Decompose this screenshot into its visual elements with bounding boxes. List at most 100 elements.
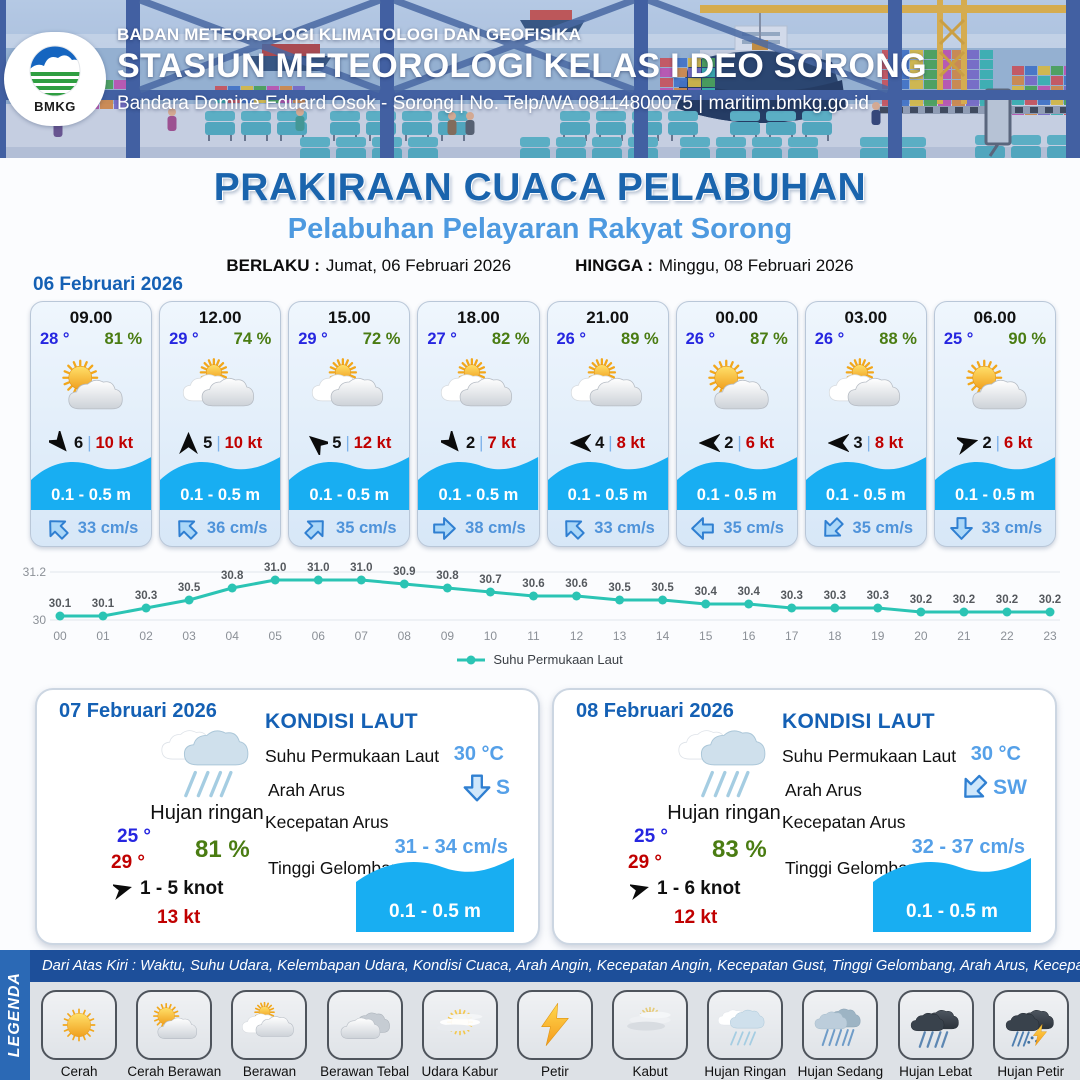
card-humidity: 88 % [879, 330, 917, 348]
legend-tile [707, 990, 784, 1060]
daily-summary-card: 08 Februari 2026 Hujan ringan 25 ° 29 ° … [552, 688, 1057, 945]
card-temperature: 26 ° [556, 330, 587, 348]
wave-height-band: 0.1 - 0.5 m [418, 452, 539, 510]
legend-label: Hujan Lebat [899, 1064, 972, 1079]
legend-tile [897, 990, 974, 1060]
svg-text:30.5: 30.5 [178, 582, 201, 594]
current-speed: 33 cm/s [981, 518, 1043, 537]
card-wind-row: 3 | 8 kt [806, 431, 926, 455]
svg-text:11: 11 [527, 629, 540, 643]
current-direction-icon [823, 516, 844, 537]
summary-condition: Hujan ringan [150, 802, 264, 824]
svg-text:06: 06 [312, 629, 326, 643]
sst-value: 30 °C [970, 743, 1021, 765]
card-time: 18.00 [457, 308, 500, 327]
svg-text:30.3: 30.3 [135, 590, 157, 602]
separator: | [216, 433, 221, 452]
wind-range: 1 - 5 knot [140, 878, 224, 899]
card-weather-icon [418, 350, 538, 430]
chart-legend: Suhu Permukaan Laut [0, 652, 1080, 667]
legend-tile [802, 990, 879, 1060]
svg-text:30.5: 30.5 [608, 582, 631, 594]
temp-max: 29 ° [111, 852, 146, 873]
forecast-card: 03.00 26 ° 88 % 3 | 8 kt 0.1 - 0.5 m 35 … [804, 301, 927, 547]
card-weather-icon [806, 350, 926, 430]
cerah-berawan-icon [707, 359, 769, 410]
cerah-icon [62, 1008, 96, 1042]
svg-text:03: 03 [182, 629, 196, 643]
legend-item: Cerah Berawan [127, 990, 222, 1079]
card-weather-icon [548, 350, 668, 430]
svg-text:31.0: 31.0 [264, 562, 286, 574]
window-frame [0, 0, 1080, 158]
card-temperature: 27 ° [427, 330, 457, 348]
wind-direction-icon [113, 883, 132, 900]
card-current-row: 38 cm/s [418, 510, 538, 546]
sea-conditions-title: KONDISI LAUT [782, 710, 935, 733]
svg-text:01: 01 [96, 629, 110, 643]
card-weather-icon [31, 350, 151, 430]
svg-text:30.2: 30.2 [1039, 594, 1061, 606]
card-current-row: 35 cm/s [806, 510, 926, 546]
petir-icon [541, 1002, 569, 1046]
summary-condition: Hujan ringan [667, 802, 781, 824]
svg-text:22: 22 [1000, 629, 1014, 643]
legend-items: Cerah Cerah Berawan Berawan Berawan Teba… [30, 982, 1080, 1080]
legend-label: Udara Kabur [421, 1064, 499, 1079]
legend-item: Hujan Petir [985, 990, 1077, 1079]
forecast-card: 15.00 29 ° 72 % 5 | 12 kt 0.1 - 0.5 m 35… [288, 301, 411, 547]
svg-text:30.3: 30.3 [781, 590, 803, 602]
svg-text:16: 16 [742, 629, 756, 643]
wind-direction-icon [699, 433, 721, 453]
card-temperature: 28 ° [40, 330, 70, 348]
berawan-icon [570, 358, 642, 407]
wave-height-graphic: 0.1 - 0.5 m [873, 854, 1031, 932]
current-speed-value: 32 - 37 cm/s [911, 836, 1025, 858]
sea-conditions-title: KONDISI LAUT [265, 710, 418, 733]
current-speed: 35 cm/s [336, 518, 397, 537]
svg-text:30.8: 30.8 [221, 570, 244, 582]
legend-label: Hujan Sedang [797, 1064, 884, 1079]
current-speed: 35 cm/s [852, 518, 914, 537]
current-dir: SW [958, 772, 1027, 804]
summary-weather-icon [153, 714, 271, 809]
svg-text:15: 15 [699, 629, 713, 643]
header-illustration [0, 0, 1080, 158]
current-direction-icon [433, 516, 456, 540]
current-dir: S [461, 772, 510, 804]
legend-tile [516, 990, 593, 1060]
legend-label: Cerah Berawan [127, 1064, 222, 1079]
wave-shape [805, 457, 926, 510]
wind-direction-icon [49, 431, 67, 452]
forecast-card: 18.00 27 ° 82 % 2 | 7 kt 0.1 - 0.5 m 38 … [417, 301, 540, 547]
wave-height-graphic: 0.1 - 0.5 m [356, 854, 514, 932]
berawan-icon [183, 358, 255, 407]
svg-text:20: 20 [914, 629, 928, 643]
gust-speed: 8 kt [616, 433, 646, 452]
card-current-row: 35 cm/s [289, 510, 409, 546]
wave-height: 0.1 - 0.5 m [955, 486, 1035, 504]
wave-shape [289, 457, 410, 510]
wind-direction-icon [440, 431, 459, 452]
daily-summary-card: 07 Februari 2026 Hujan ringan 25 ° 29 ° … [35, 688, 540, 945]
sst-value: 30 °C [453, 743, 504, 765]
current-dir-label: Arah Arus [785, 780, 862, 800]
svg-text:30.3: 30.3 [867, 590, 889, 602]
svg-text:13: 13 [613, 629, 627, 643]
svg-text:30.8: 30.8 [436, 570, 459, 582]
legend-item: Petir [509, 990, 601, 1079]
card-current-row: 33 cm/s [31, 510, 151, 546]
hujan-petir-icon [1005, 1009, 1054, 1047]
wind-speed: 3 [853, 433, 863, 452]
validity-row: BERLAKU : Jumat, 06 Februari 2026 HINGGA … [0, 256, 1080, 276]
svg-text:02: 02 [139, 629, 153, 643]
separator: | [737, 433, 742, 452]
wave-shape [547, 457, 668, 510]
temp-min: 25 ° [634, 826, 669, 847]
wind-speed: 4 [595, 433, 605, 452]
card-temperature: 26 ° [685, 330, 716, 348]
daily-summaries: 07 Februari 2026 Hujan ringan 25 ° 29 ° … [35, 688, 1057, 945]
valid-from: BERLAKU : Jumat, 06 Februari 2026 [226, 256, 512, 275]
wave-height: 0.1 - 0.5 m [309, 486, 390, 504]
chart-legend-marker [457, 655, 486, 664]
